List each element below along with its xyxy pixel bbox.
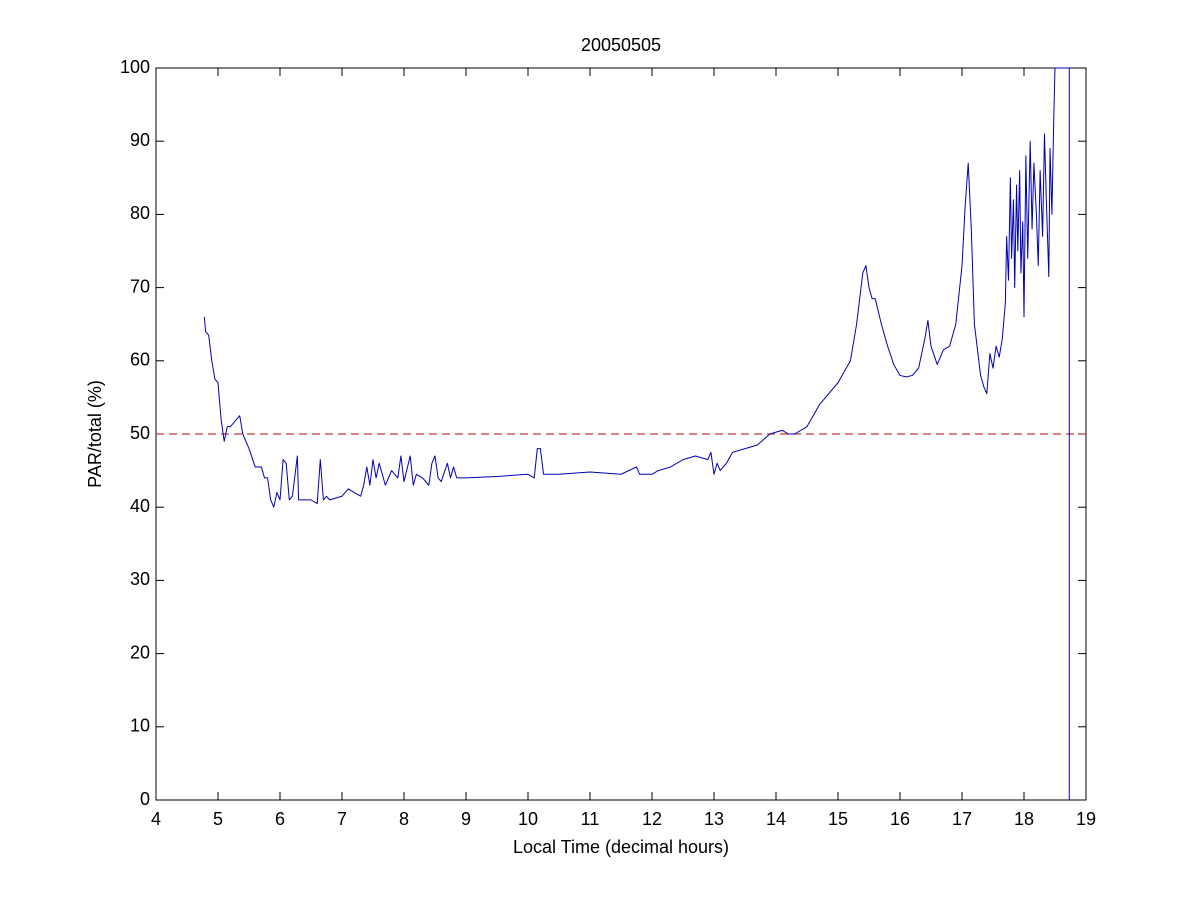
x-tick-label: 4: [151, 809, 161, 829]
x-tick-label: 16: [890, 809, 910, 829]
y-tick-label: 70: [130, 276, 150, 296]
x-tick-label: 19: [1076, 809, 1096, 829]
y-tick-label: 60: [130, 350, 150, 370]
x-tick-label: 5: [213, 809, 223, 829]
y-tick-label: 0: [140, 789, 150, 809]
x-tick-label: 6: [275, 809, 285, 829]
x-tick-label: 17: [952, 809, 972, 829]
y-tick-label: 20: [130, 642, 150, 662]
chart-title: 20050505: [581, 35, 661, 55]
x-tick-label: 9: [461, 809, 471, 829]
x-tick-label: 10: [518, 809, 538, 829]
x-tick-label: 11: [581, 809, 600, 829]
y-axis-label: PAR/total (%): [85, 380, 105, 488]
x-tick-label: 12: [642, 809, 662, 829]
y-tick-label: 10: [130, 716, 150, 736]
y-tick-label: 30: [130, 569, 150, 589]
y-tick-label: 50: [130, 423, 150, 443]
x-axis-label: Local Time (decimal hours): [513, 837, 729, 857]
y-tick-label: 90: [130, 130, 150, 150]
y-tick-label: 40: [130, 496, 150, 516]
x-tick-label: 13: [704, 809, 724, 829]
x-tick-label: 15: [828, 809, 848, 829]
x-tick-label: 8: [399, 809, 409, 829]
x-tick-label: 18: [1014, 809, 1034, 829]
x-tick-label: 7: [337, 809, 347, 829]
y-tick-label: 80: [130, 203, 150, 223]
y-tick-label: 100: [120, 57, 150, 77]
data-line: [203, 67, 1070, 800]
x-tick-label: 14: [766, 809, 786, 829]
